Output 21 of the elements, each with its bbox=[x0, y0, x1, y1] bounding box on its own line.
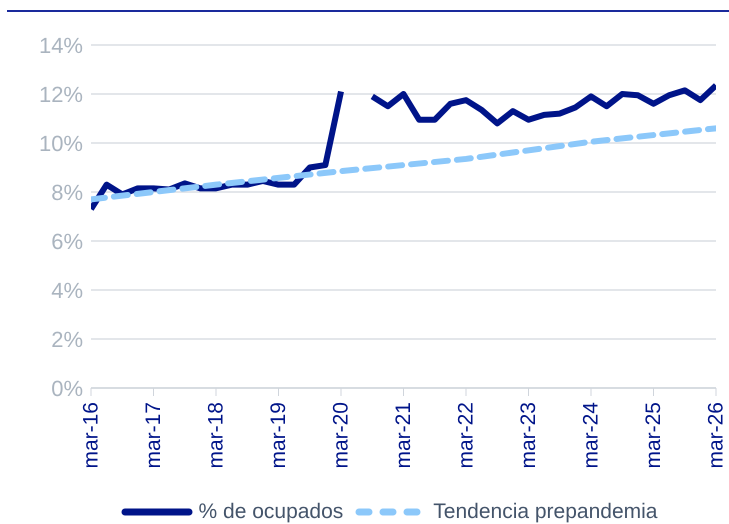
x-tick-label: mar-21 bbox=[392, 402, 415, 469]
x-tick-label: mar-18 bbox=[204, 402, 228, 469]
y-tick-label: 0% bbox=[51, 376, 83, 401]
x-tick-label: mar-19 bbox=[267, 402, 290, 469]
y-tick-label: 14% bbox=[38, 32, 83, 58]
y-tick-label: 8% bbox=[51, 180, 83, 205]
legend-label: Tendencia prepandemia bbox=[433, 500, 658, 524]
x-tick-label: mar-17 bbox=[142, 402, 165, 469]
x-tick-label: mar-16 bbox=[80, 402, 102, 469]
y-tick-label: 4% bbox=[51, 278, 83, 303]
x-tick-label: mar-20 bbox=[330, 402, 352, 469]
x-tick-label: mar-26 bbox=[704, 402, 728, 469]
x-tick-label: mar-22 bbox=[454, 402, 478, 469]
y-tick-label: 6% bbox=[51, 228, 83, 254]
y-tick-label: 10% bbox=[38, 130, 83, 156]
y-tick-label: 12% bbox=[38, 82, 83, 107]
legend-label: % de ocupados bbox=[198, 500, 344, 524]
y-tick-label: 2% bbox=[51, 326, 83, 352]
x-tick-label: mar-24 bbox=[580, 402, 602, 469]
x-tick-label: mar-25 bbox=[642, 402, 665, 469]
x-tick-label: mar-23 bbox=[517, 402, 540, 469]
